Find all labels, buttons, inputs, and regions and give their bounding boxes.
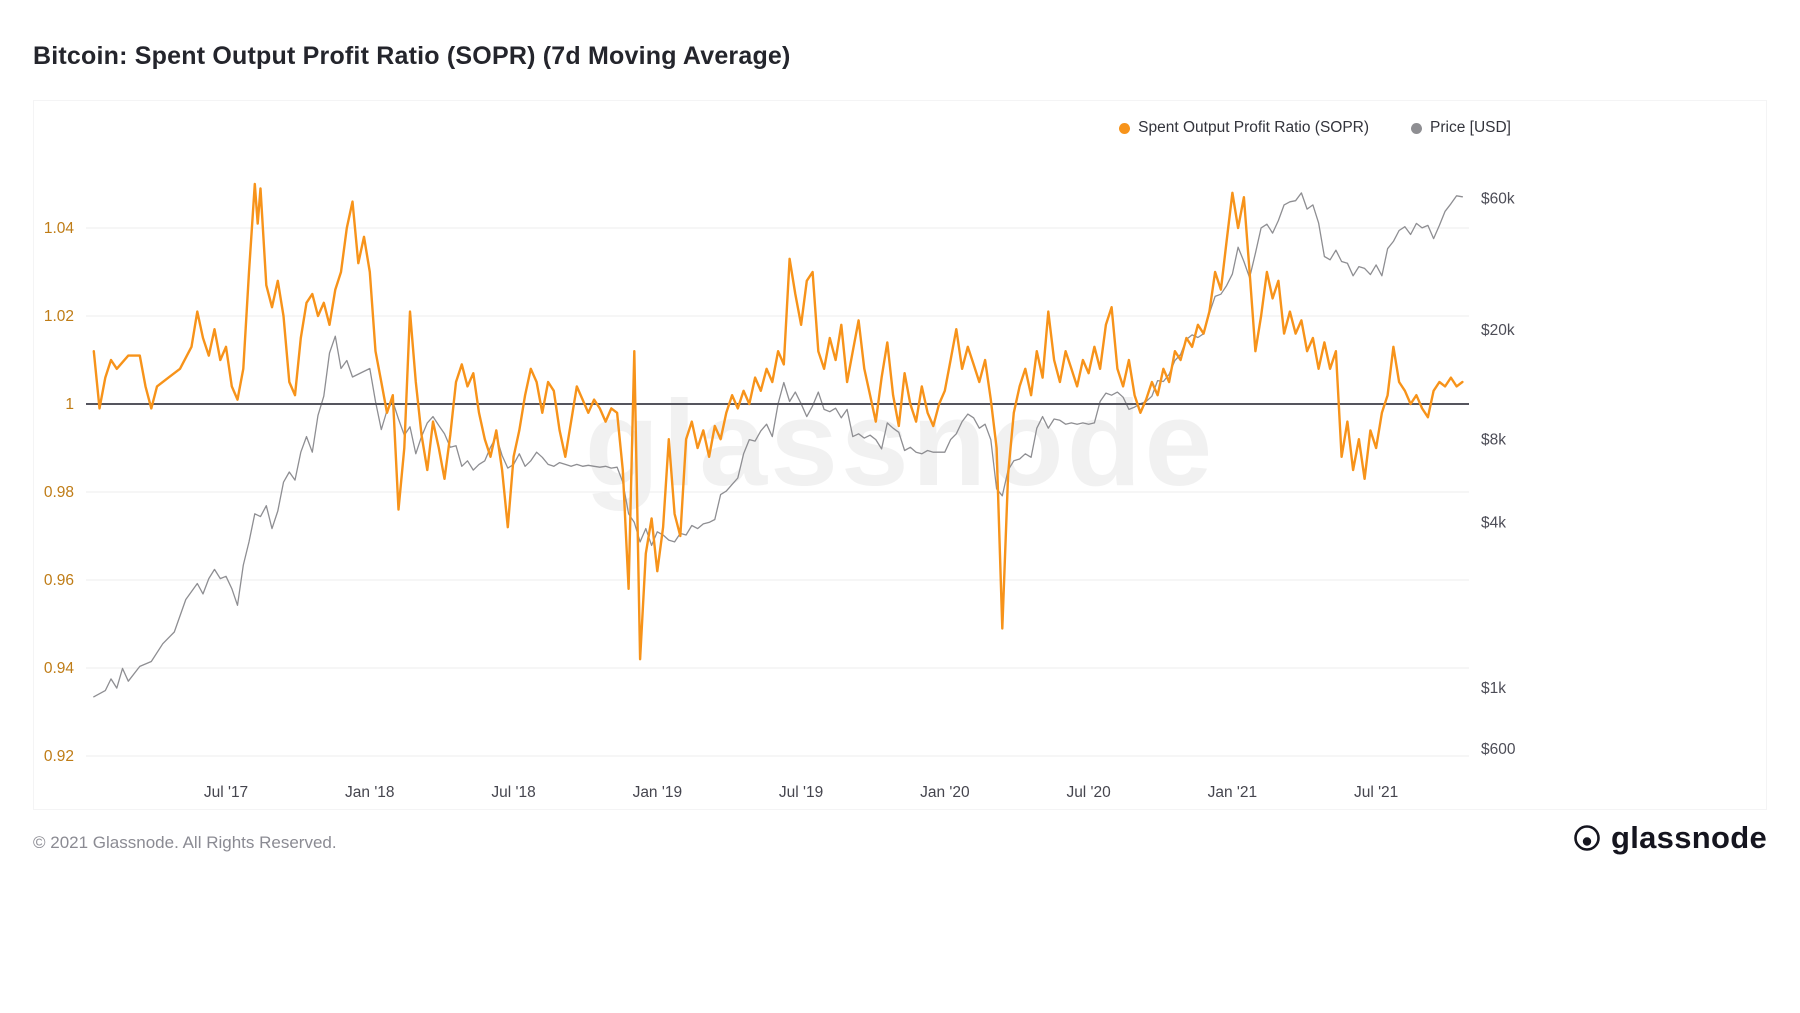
right-axis-tick: $20k	[1481, 322, 1515, 339]
left-axis-tick: 0.92	[44, 748, 74, 765]
x-axis-tick: Jul '20	[1066, 784, 1111, 801]
glassnode-logo-icon	[1572, 823, 1602, 853]
sopr-series-dot-icon	[1119, 122, 1131, 134]
left-axis-tick: 1.02	[44, 308, 74, 325]
legend-label-sopr: Spent Output Profit Ratio (SOPR)	[1138, 119, 1370, 136]
x-axis-tick: Jan '20	[920, 784, 970, 801]
left-axis-tick: 1	[65, 396, 74, 413]
legend-label-price: Price [USD]	[1430, 119, 1511, 136]
x-axis-tick: Jul '17	[204, 784, 248, 801]
x-axis-tick: Jul '19	[779, 784, 823, 801]
right-axis-tick: $600	[1481, 741, 1516, 758]
chart-legend: Spent Output Profit Ratio (SOPR) Price […	[1119, 119, 1511, 137]
glassnode-brand-link[interactable]: glassnode	[1572, 820, 1767, 856]
price-series-dot-icon	[1411, 122, 1423, 134]
x-axis-tick: Jan '18	[345, 784, 395, 801]
legend-item-sopr[interactable]: Spent Output Profit Ratio (SOPR)	[1119, 119, 1369, 137]
left-axis-tick: 0.96	[44, 572, 74, 589]
right-axis-tick: $4k	[1481, 514, 1506, 531]
left-axis-tick: 0.98	[44, 484, 74, 501]
sopr-price-chart-plot[interactable]: 0.92 0.94 0.96 0.98 1 1.02 1.04 $600 $1k $4k $8k $2…	[34, 101, 1768, 811]
price-usd-line	[93, 192, 1464, 698]
left-axis-tick: 0.94	[44, 660, 75, 677]
left-axis-tick: 1.04	[44, 220, 75, 237]
x-axis-tick: Jan '19	[633, 784, 683, 801]
chart-card: Spent Output Profit Ratio (SOPR) Price […	[33, 100, 1767, 810]
legend-item-price[interactable]: Price [USD]	[1411, 119, 1511, 137]
page-title: Bitcoin: Spent Output Profit Ratio (SOPR…	[33, 42, 791, 70]
right-axis-tick: $1k	[1481, 680, 1506, 697]
x-axis-tick: Jul '18	[491, 784, 535, 801]
copyright-text: © 2021 Glassnode. All Rights Reserved.	[33, 833, 337, 852]
sopr-line	[92, 182, 1464, 661]
right-axis-tick: $60k	[1481, 191, 1515, 208]
glassnode-wordmark: glassnode	[1610, 820, 1767, 855]
x-axis-tick: Jul '21	[1354, 784, 1398, 801]
right-axis-tick: $8k	[1481, 432, 1506, 449]
x-axis-tick: Jan '21	[1208, 784, 1258, 801]
